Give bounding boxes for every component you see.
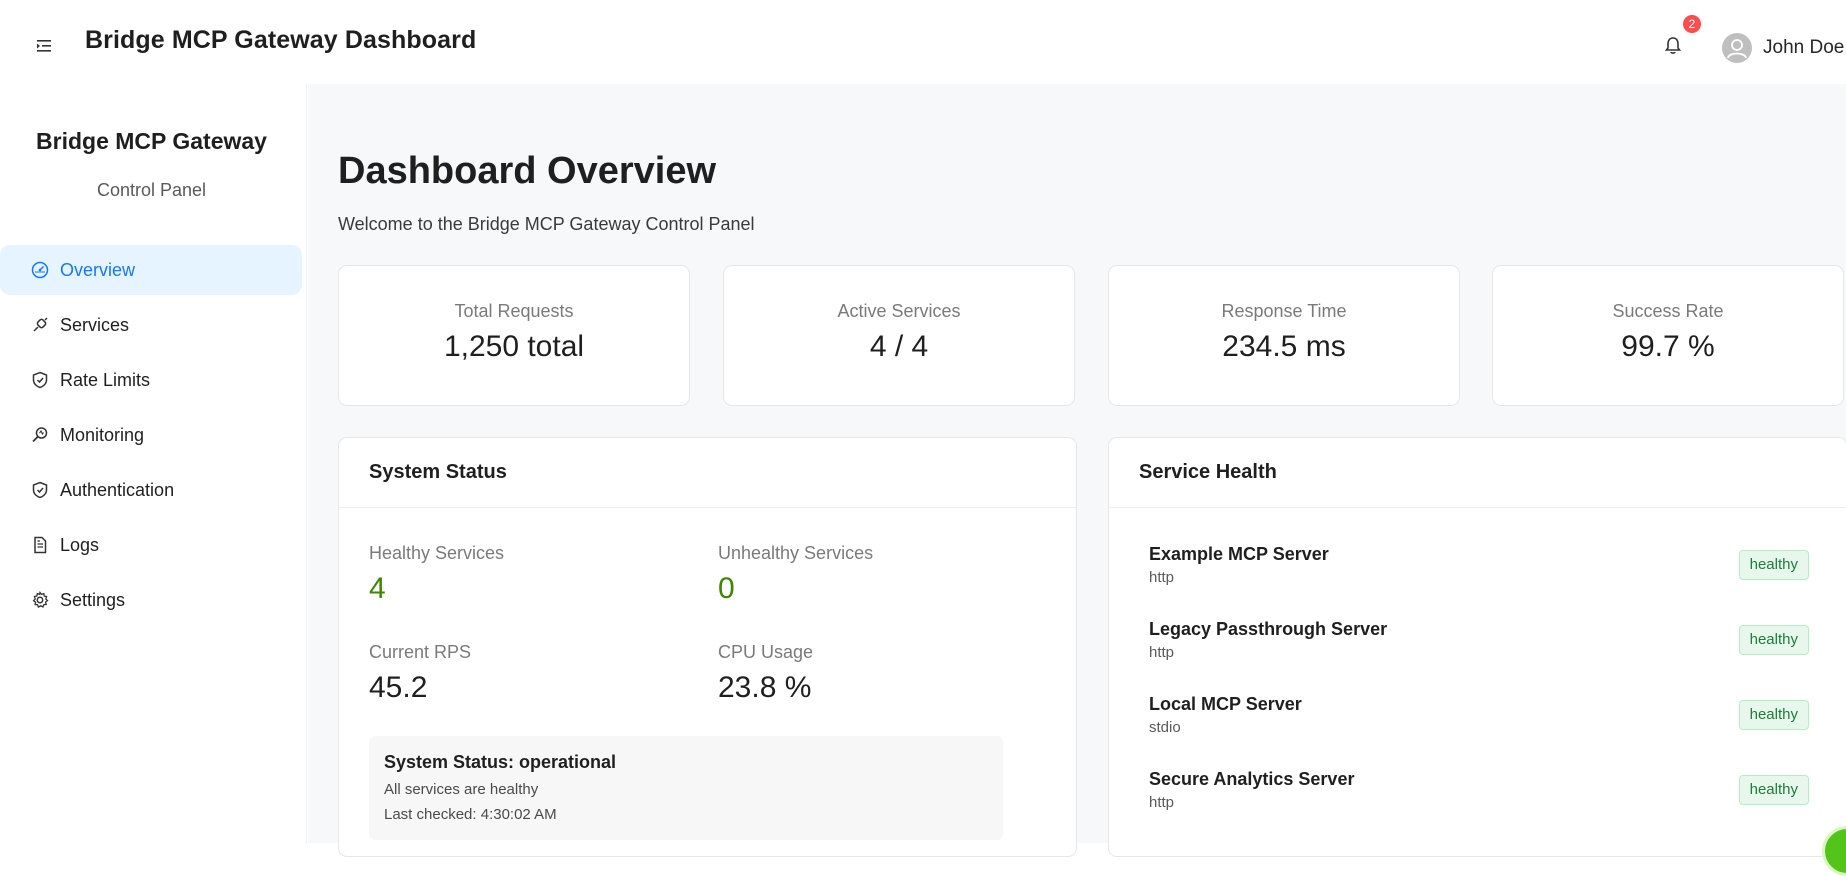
stat-card-active-services: Active Services 4 / 4 bbox=[723, 265, 1075, 406]
user-menu[interactable]: John Doe bbox=[1722, 32, 1844, 64]
page-subtitle: Welcome to the Bridge MCP Gateway Contro… bbox=[338, 214, 755, 234]
brand-subtitle: Control Panel bbox=[96, 180, 207, 200]
system-status-box: System Status: operational All services … bbox=[369, 736, 1003, 840]
metric-healthy-services: Healthy Services 4 bbox=[369, 543, 504, 606]
brand-title: Bridge MCP Gateway bbox=[36, 128, 267, 154]
sidebar-item-label: Settings bbox=[60, 589, 126, 610]
list-item[interactable]: Legacy Passthrough Server http healthy bbox=[1149, 619, 1809, 694]
sidebar-item-logs[interactable]: Logs bbox=[0, 520, 302, 570]
sidebar-nav: Overview Services Rate Limits Monitoring… bbox=[0, 245, 303, 630]
sidebar-item-label: Logs bbox=[60, 534, 100, 555]
list-item[interactable]: Example MCP Server http healthy bbox=[1149, 544, 1809, 619]
avatar bbox=[1722, 33, 1752, 63]
service-list: Example MCP Server http healthy Legacy P… bbox=[1149, 544, 1809, 844]
metric-value: 0 bbox=[718, 572, 735, 605]
stat-label: Total Requests bbox=[454, 301, 574, 321]
safety-shield-icon bbox=[30, 480, 50, 500]
panel-title: Service Health bbox=[1109, 438, 1846, 508]
sidebar-item-label: Rate Limits bbox=[60, 369, 151, 390]
sidebar-item-label: Authentication bbox=[60, 479, 175, 500]
metric-unhealthy-services: Unhealthy Services 0 bbox=[718, 543, 873, 606]
sidebar-item-authentication[interactable]: Authentication bbox=[0, 465, 302, 515]
service-type: stdio bbox=[1149, 719, 1181, 736]
sidebar-item-monitoring[interactable]: Monitoring bbox=[0, 410, 302, 460]
stat-card-response-time: Response Time 234.5 ms bbox=[1108, 265, 1460, 406]
bell-icon[interactable] bbox=[1661, 34, 1685, 58]
status-badge: healthy bbox=[1738, 550, 1809, 580]
service-type: http bbox=[1149, 644, 1175, 661]
status-title: System Status: operational bbox=[384, 752, 617, 772]
service-name: Secure Analytics Server bbox=[1149, 769, 1355, 789]
service-health-panel: Service Health Example MCP Server http h… bbox=[1108, 437, 1846, 857]
sidebar-item-label: Overview bbox=[60, 259, 136, 280]
shield-icon bbox=[30, 370, 50, 390]
panel-title: System Status bbox=[339, 438, 1076, 508]
top-bar: Bridge MCP Gateway Dashboard 2 John Doe bbox=[0, 0, 1846, 84]
metric-cpu-usage: CPU Usage 23.8 % bbox=[718, 642, 813, 705]
page-title: Dashboard Overview bbox=[338, 150, 717, 192]
sidebar-item-label: Services bbox=[60, 314, 130, 335]
main-content: Dashboard Overview Welcome to the Bridge… bbox=[308, 84, 1846, 857]
status-badge: healthy bbox=[1738, 625, 1809, 655]
sidebar-item-settings[interactable]: Settings bbox=[0, 575, 302, 625]
stat-value: 1,250 total bbox=[443, 330, 585, 363]
service-name: Legacy Passthrough Server bbox=[1149, 619, 1388, 639]
stat-value: 234.5 ms bbox=[1222, 330, 1346, 363]
metric-label: CPU Usage bbox=[718, 642, 814, 662]
notification-badge: 2 bbox=[1683, 15, 1701, 33]
status-badge: healthy bbox=[1738, 775, 1809, 805]
metric-value: 23.8 % bbox=[718, 671, 812, 704]
stat-value: 99.7 % bbox=[1621, 330, 1715, 363]
service-type: http bbox=[1149, 569, 1175, 586]
monitor-search-icon bbox=[30, 425, 50, 445]
stat-label: Response Time bbox=[1221, 301, 1347, 321]
stat-card-total-requests: Total Requests 1,250 total bbox=[338, 265, 690, 406]
metric-label: Healthy Services bbox=[369, 543, 505, 563]
service-name: Local MCP Server bbox=[1149, 694, 1302, 714]
status-detail: All services are healthy bbox=[384, 781, 539, 798]
stat-label: Success Rate bbox=[1612, 301, 1724, 321]
menu-fold-icon[interactable] bbox=[34, 36, 54, 56]
stat-value: 4 / 4 bbox=[869, 330, 929, 363]
service-name: Example MCP Server bbox=[1149, 544, 1329, 564]
sidebar-item-rate-limits[interactable]: Rate Limits bbox=[0, 355, 302, 405]
gear-icon bbox=[30, 590, 50, 610]
file-text-icon bbox=[30, 535, 50, 555]
sidebar: Bridge MCP Gateway Control Panel Overvie… bbox=[0, 84, 307, 843]
metric-label: Unhealthy Services bbox=[718, 543, 874, 563]
stat-card-success-rate: Success Rate 99.7 % bbox=[1492, 265, 1844, 406]
list-item[interactable]: Local MCP Server stdio healthy bbox=[1149, 694, 1809, 769]
service-type: http bbox=[1149, 794, 1175, 811]
metric-label: Current RPS bbox=[369, 642, 472, 662]
dashboard-icon bbox=[30, 260, 50, 280]
list-item[interactable]: Secure Analytics Server http healthy bbox=[1149, 769, 1809, 844]
api-icon bbox=[30, 315, 50, 335]
last-checked: Last checked: 4:30:02 AM bbox=[384, 806, 557, 823]
stat-label: Active Services bbox=[837, 301, 961, 321]
status-badge: healthy bbox=[1738, 700, 1809, 730]
user-name: John Doe bbox=[1763, 37, 1845, 58]
metric-value: 45.2 bbox=[369, 671, 428, 704]
app-title: Bridge MCP Gateway Dashboard bbox=[85, 26, 477, 54]
sidebar-item-services[interactable]: Services bbox=[0, 300, 302, 350]
system-status-panel: System Status Healthy Services 4 Unhealt… bbox=[338, 437, 1077, 857]
metric-value: 4 bbox=[369, 572, 386, 605]
sidebar-item-overview[interactable]: Overview bbox=[0, 245, 302, 295]
sidebar-item-label: Monitoring bbox=[60, 424, 145, 445]
metric-current-rps: Current RPS 45.2 bbox=[369, 642, 471, 705]
